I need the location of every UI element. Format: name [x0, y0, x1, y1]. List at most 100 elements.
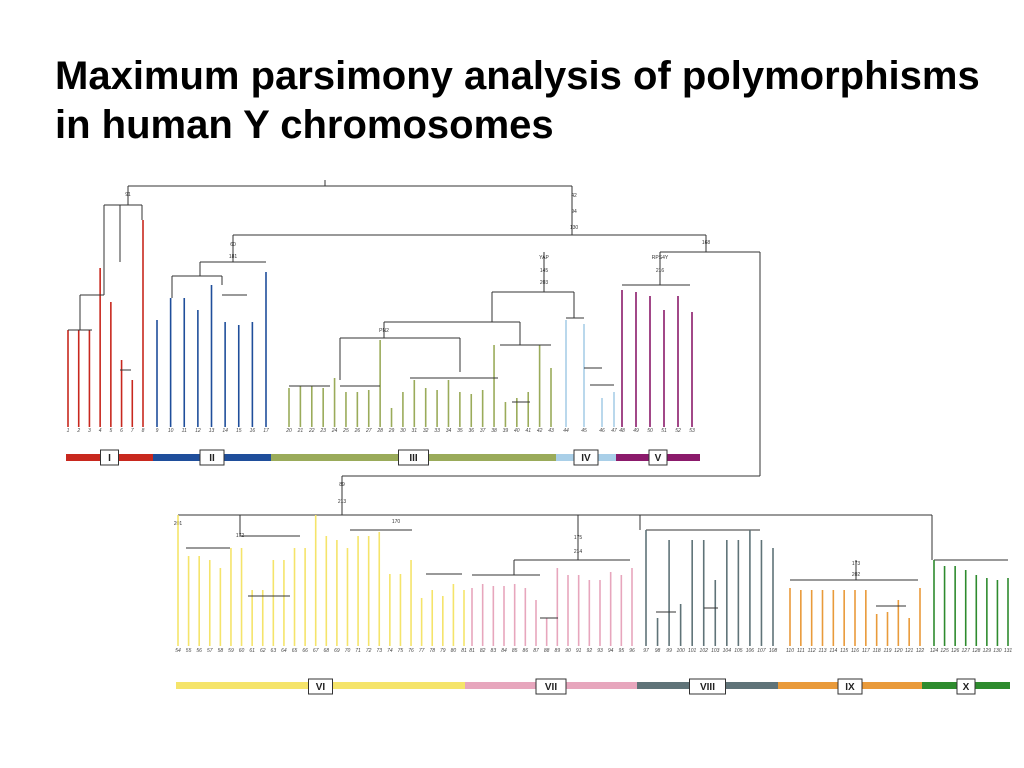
clade-X-leaves [933, 560, 1009, 646]
haplogroup-label-box [535, 678, 567, 695]
clade-VII-leaves [471, 568, 633, 646]
haplogroup-label-i: I [108, 453, 111, 464]
leaf-number: 106 [746, 648, 755, 654]
leaf-number: 88 [544, 648, 550, 654]
clade-III-leaves [288, 340, 552, 427]
leaf-number: 51 [661, 428, 667, 434]
leaf-number: 55 [186, 648, 192, 654]
leaf-number: 40 [514, 428, 520, 434]
leaf-number: 103 [711, 648, 720, 654]
leaf-number: 94 [608, 648, 614, 654]
node-label: 181 [229, 254, 238, 260]
leaf-number: 56 [196, 648, 202, 654]
haplogroup-label-box [837, 678, 863, 695]
clade-IV-leaves [565, 320, 615, 427]
leaf-number: 27 [365, 428, 372, 434]
leaf-number: 54 [175, 648, 181, 654]
leaf-number: 107 [757, 648, 766, 654]
node-label: 89 [339, 482, 345, 488]
leaf-number: 47 [611, 428, 617, 434]
clade-I-leaves [67, 220, 144, 427]
leaf-number: 71 [355, 648, 361, 654]
leaf-number: 41 [525, 428, 531, 434]
leaf-number: 64 [281, 648, 287, 654]
leaf-number: 69 [334, 648, 340, 654]
haplogroup-label-vii: VII [545, 682, 557, 693]
leaf-number: 5 [109, 428, 112, 434]
leaf-number: 49 [633, 428, 639, 434]
leaf-number: 1 [67, 428, 70, 434]
haplogroup-label-viii: VIII [700, 682, 715, 693]
leaf-number: 125 [940, 648, 949, 654]
node-label: YAP [539, 255, 549, 261]
clade-VI-leaves [177, 515, 465, 646]
leaf-number: 3 [88, 428, 91, 434]
leaf-number: 38 [491, 428, 497, 434]
leaf-number: 131 [1004, 648, 1013, 654]
leaf-number: 31 [412, 428, 418, 434]
leaf-number: 44 [563, 428, 569, 434]
leaf-number: 23 [319, 428, 326, 434]
leaf-number: 25 [342, 428, 349, 434]
node-label: 203 [540, 280, 549, 286]
leaf-number: 78 [429, 648, 435, 654]
leaf-number: 110 [786, 648, 794, 654]
leaf-number: 33 [434, 428, 440, 434]
leaf-number: 121 [905, 648, 914, 654]
leaf-number: 62 [260, 648, 266, 654]
leaf-number: 83 [491, 648, 497, 654]
leaf-number: 113 [819, 648, 827, 654]
leaf-number: 105 [734, 648, 743, 654]
leaf-number: 108 [769, 648, 778, 654]
leaf-number: 126 [951, 648, 960, 654]
haplogroup-label-box [308, 678, 333, 695]
leaf-number: 127 [962, 648, 971, 654]
node-label: 130 [570, 225, 579, 231]
clade-II-leaves [156, 272, 267, 427]
clade-VIII-leaves [645, 530, 774, 646]
leaf-number: 73 [376, 648, 382, 654]
leaf-number: 28 [376, 428, 383, 434]
leaf-number: 97 [643, 648, 649, 654]
leaf-number: 20 [285, 428, 292, 434]
leaf-number: 57 [207, 648, 213, 654]
leaf-number: 93 [597, 648, 603, 654]
slide-title: Maximum parsimony analysis of polymorphi… [55, 54, 980, 147]
leaf-number: 37 [480, 428, 486, 434]
leaf-number: 32 [423, 428, 429, 434]
node-label: 42 [571, 193, 577, 199]
haplogroup-label-box [573, 449, 599, 466]
leaf-number: 79 [440, 648, 446, 654]
leaf-number: 102 [700, 648, 709, 654]
node-label: RPS4Y [652, 255, 669, 261]
leaf-number: 99 [666, 648, 672, 654]
leaf-number: 80 [451, 648, 457, 654]
node-label: 94 [571, 209, 577, 215]
leaf-number: 77 [419, 648, 425, 654]
leaf-number: 122 [916, 648, 925, 654]
leaf-number: 22 [308, 428, 315, 434]
leaf-number: 87 [533, 648, 539, 654]
leaf-number: 114 [829, 648, 837, 654]
node-label: 213 [338, 499, 347, 505]
leaf-number: 60 [239, 648, 245, 654]
node-label: 60 [230, 242, 236, 248]
node-label: 168 [702, 240, 711, 246]
leaf-number: 129 [983, 648, 992, 654]
leaf-number: 115 [840, 648, 848, 654]
leaf-number: 34 [446, 428, 452, 434]
leaf-number: 84 [501, 648, 507, 654]
leaf-number: 74 [387, 648, 393, 654]
leaf-number: 65 [292, 648, 298, 654]
leaf-number: 91 [576, 648, 582, 654]
leaf-number: 46 [599, 428, 605, 434]
leaf-number: 98 [655, 648, 661, 654]
leaf-number: 119 [884, 648, 892, 654]
leaf-number: 21 [297, 428, 304, 434]
leaf-number: 43 [548, 428, 554, 434]
leaf-number: 68 [324, 648, 330, 654]
node-label: 175 [574, 535, 583, 541]
leaf-number: 24 [331, 428, 338, 434]
leaf-number: 2 [76, 428, 80, 434]
leaf-number: 12 [195, 428, 201, 434]
